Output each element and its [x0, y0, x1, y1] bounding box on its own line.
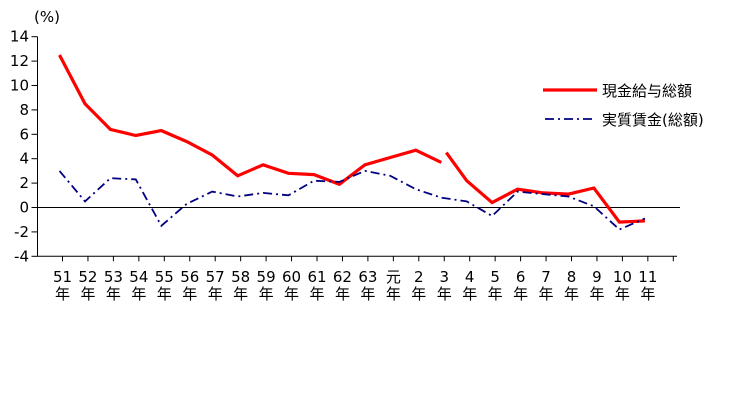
y-axis-tick-label: 8 [19, 101, 29, 119]
x-axis-tick-label-suffix: 年 [564, 285, 579, 303]
x-axis-tick-label-suffix: 年 [131, 285, 146, 303]
x-axis-tick-label: 10 [613, 268, 632, 286]
x-axis-labels: 51年52年53年54年55年56年57年58年59年60年61年62年63年元… [53, 268, 657, 303]
y-axis-tick-label: 10 [10, 77, 29, 95]
x-axis-tick-label-suffix: 年 [437, 285, 452, 303]
y-axis-tick-label: 4 [19, 150, 29, 168]
axes: 14 12 10 8 6 4 2 0 -2 -4 [10, 28, 680, 265]
x-axis-tick-label: 57 [206, 268, 225, 286]
x-axis-tick-label-suffix: 年 [513, 285, 528, 303]
x-axis-tick-label-suffix: 年 [589, 285, 604, 303]
x-axis-tick-label-suffix: 年 [233, 285, 248, 303]
cash-wages-line-segment-1 [58, 54, 442, 187]
x-axis-tick-label-suffix: 年 [615, 285, 630, 303]
x-axis-tick-label: 4 [465, 268, 475, 286]
x-axis-tick-label: 8 [567, 268, 577, 286]
x-axis-tick-label-suffix: 年 [640, 285, 655, 303]
y-axis-tick-label: 2 [19, 174, 29, 192]
legend-label-real-wages: 実質賃金(総額) [602, 111, 704, 129]
x-axis-tick-label: 53 [104, 268, 123, 286]
y-axis-tick-label: 0 [19, 199, 29, 217]
x-axis-tick-label: 52 [78, 268, 97, 286]
x-axis-tick-label: 55 [155, 268, 174, 286]
x-axis-tick-label: 6 [516, 268, 526, 286]
x-axis-tick-label: 60 [282, 268, 301, 286]
x-axis-tick-label: 56 [180, 268, 199, 286]
x-axis-tick-label-suffix: 年 [157, 285, 172, 303]
legend-label-cash-wages: 現金給与総額 [602, 82, 692, 100]
x-axis-tick-label: 54 [129, 268, 148, 286]
x-axis-tick-label: 9 [592, 268, 602, 286]
x-axis-tick-label-suffix: 年 [284, 285, 299, 303]
x-axis-tick-label: 3 [439, 268, 449, 286]
x-axis-tick-label: 51 [53, 268, 72, 286]
data-series [58, 54, 646, 231]
y-axis-tick-label: 6 [19, 125, 29, 143]
cash-wages-line-segment-2 [445, 151, 645, 224]
x-axis-tick-label-suffix: 年 [488, 285, 503, 303]
x-axis-tick-label: 63 [358, 268, 377, 286]
y-axis-tick-label: 12 [10, 52, 29, 70]
x-axis-tick-label-suffix: 年 [55, 285, 70, 303]
x-axis-tick-label: 61 [307, 268, 326, 286]
x-axis-tick-label-suffix: 年 [386, 285, 401, 303]
x-axis-tick-label-suffix: 年 [335, 285, 350, 303]
legend: 現金給与総額 実質賃金(総額) [543, 82, 704, 129]
x-axis-tick-label: 5 [490, 268, 500, 286]
x-axis-tick-label-suffix: 年 [360, 285, 375, 303]
x-axis-tick-label-suffix: 年 [462, 285, 477, 303]
x-axis-tick-label: 元 [386, 268, 401, 286]
x-axis-tick-label-suffix: 年 [182, 285, 197, 303]
y-axis-tick-label: -4 [14, 247, 29, 265]
x-axis-tick-label-suffix: 年 [106, 285, 121, 303]
x-axis-tick-label-suffix: 年 [411, 285, 426, 303]
real-wages-line [58, 169, 646, 231]
x-axis-tick-label-suffix: 年 [208, 285, 223, 303]
y-axis-unit-label: (%) [34, 8, 60, 26]
y-axis-tick-label: -2 [14, 223, 29, 241]
x-axis-tick-label-suffix: 年 [539, 285, 554, 303]
x-axis-tick-label: 7 [541, 268, 551, 286]
x-axis-tick-label-suffix: 年 [80, 285, 95, 303]
x-axis-tick-label-suffix: 年 [259, 285, 274, 303]
x-axis-tick-label: 62 [333, 268, 352, 286]
x-axis-tick-label: 2 [414, 268, 424, 286]
y-axis-tick-label: 14 [10, 28, 29, 46]
x-axis-tick-label: 58 [231, 268, 250, 286]
x-axis-tick-label: 11 [638, 268, 657, 286]
x-axis-tick-label-suffix: 年 [309, 285, 324, 303]
x-axis-tick-label: 59 [257, 268, 276, 286]
